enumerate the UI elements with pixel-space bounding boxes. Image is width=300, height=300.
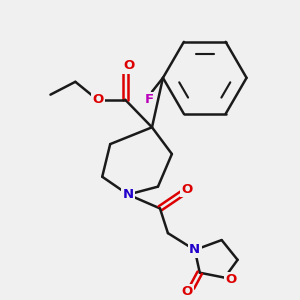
Text: N: N bbox=[122, 188, 134, 201]
Text: N: N bbox=[189, 243, 200, 256]
Text: O: O bbox=[124, 59, 135, 73]
Text: O: O bbox=[181, 285, 193, 298]
Text: O: O bbox=[93, 93, 104, 106]
Text: F: F bbox=[144, 93, 154, 106]
Text: O: O bbox=[225, 273, 236, 286]
Text: O: O bbox=[181, 183, 193, 196]
